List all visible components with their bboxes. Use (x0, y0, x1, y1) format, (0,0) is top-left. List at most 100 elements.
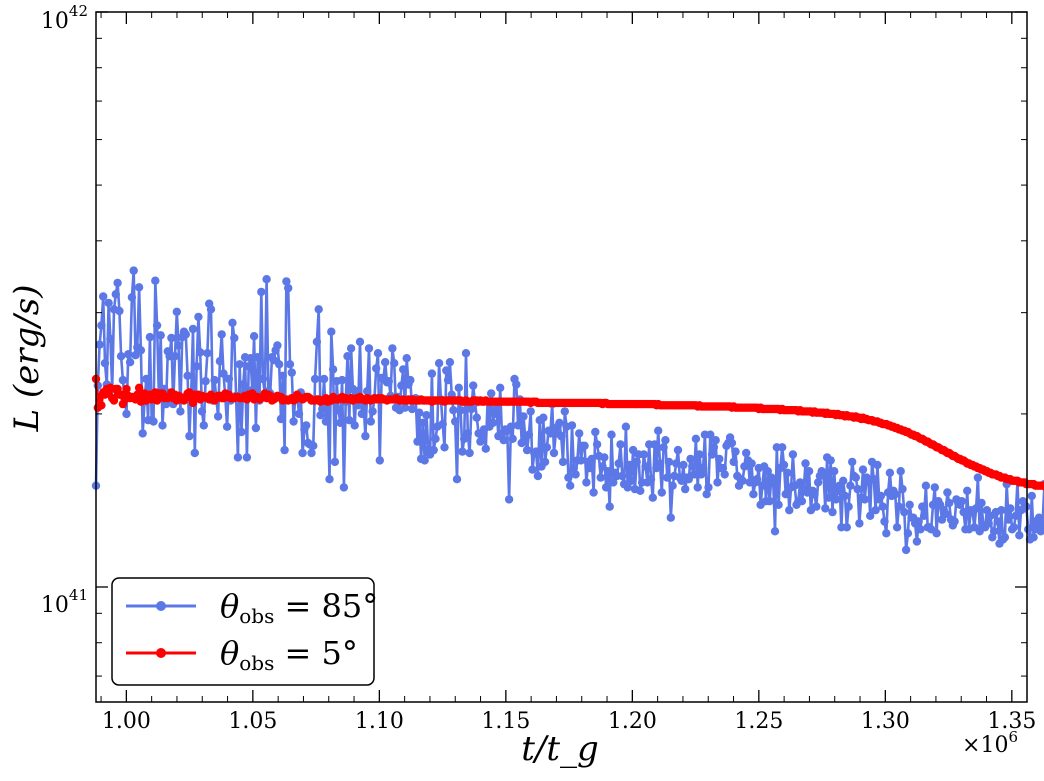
data-point (151, 276, 160, 285)
data-point (591, 427, 600, 437)
data-point (971, 504, 981, 513)
data-point (770, 527, 780, 536)
y-tick-label-1e42: 1042 (41, 2, 88, 34)
data-point (950, 517, 959, 526)
data-point (697, 470, 706, 479)
data-point (605, 502, 614, 511)
data-point (282, 277, 291, 286)
data-point (413, 437, 422, 446)
data-point (702, 490, 711, 499)
data-point (454, 383, 463, 392)
data-point (192, 362, 201, 371)
svg-text:1042: 1042 (41, 2, 88, 34)
data-point (440, 443, 449, 452)
data-point (294, 409, 304, 419)
x-tick-labels: 1.00 1.05 1.10 1.15 1.20 1.25 1.30 1.35 (102, 709, 1036, 734)
data-point (609, 478, 618, 487)
data-point (181, 330, 190, 339)
data-point (456, 406, 465, 415)
data-point (894, 502, 904, 511)
data-point (758, 481, 767, 490)
data-point (190, 448, 199, 458)
data-point (106, 334, 115, 344)
data-point (601, 483, 611, 492)
data-point (779, 460, 789, 470)
data-point (273, 341, 282, 350)
data-point (134, 383, 144, 392)
data-point (99, 292, 108, 301)
data-point (524, 430, 534, 439)
data-point (328, 365, 338, 374)
data-point (587, 454, 596, 464)
legend-marker-5 (156, 648, 166, 658)
data-point (1006, 504, 1015, 513)
data-point (531, 447, 541, 456)
data-point (366, 417, 375, 426)
x-tick-label: 1.05 (228, 709, 277, 734)
data-point (124, 350, 133, 359)
data-point (472, 413, 481, 422)
data-point (866, 511, 875, 520)
data-point (95, 340, 104, 349)
plot-frame (95, 11, 1028, 703)
data-point (451, 417, 460, 426)
data-point (276, 414, 286, 424)
data-point (892, 523, 902, 532)
data-point (571, 470, 580, 479)
y-tick-base: 10 (41, 593, 69, 618)
data-point (113, 278, 122, 288)
data-point (869, 475, 878, 484)
data-point (977, 498, 986, 508)
data-point (709, 443, 719, 452)
data-point (461, 349, 471, 358)
data-point (848, 457, 857, 467)
data-point (853, 484, 862, 494)
data-point (795, 478, 805, 487)
data-point (513, 421, 523, 430)
data-point (346, 344, 356, 353)
data-point (540, 457, 550, 467)
data-point (357, 409, 366, 419)
data-point (406, 375, 415, 385)
data-point (418, 418, 428, 427)
data-point (422, 411, 431, 420)
data-point (945, 498, 954, 508)
data-point (384, 377, 393, 386)
data-point (821, 504, 830, 513)
data-point (122, 409, 131, 419)
data-point (711, 436, 720, 445)
data-point (131, 351, 140, 360)
data-point (116, 352, 126, 361)
data-point (278, 371, 287, 380)
data-point (826, 456, 835, 465)
data-point (228, 318, 237, 327)
data-point (831, 495, 841, 504)
data-point (431, 434, 440, 443)
data-point (253, 353, 262, 362)
data-point (1000, 533, 1010, 542)
data-point (903, 529, 913, 538)
data-point (592, 440, 602, 449)
data-point (549, 448, 559, 458)
data-point (452, 475, 462, 484)
data-point (345, 416, 354, 425)
data-point (830, 467, 839, 476)
y-tick-exp: 42 (69, 2, 88, 20)
data-point (686, 454, 695, 464)
data-point (688, 462, 697, 471)
data-point (111, 290, 121, 299)
data-point (400, 403, 410, 412)
data-point (607, 430, 616, 439)
data-point (499, 436, 508, 445)
data-point (774, 500, 783, 509)
data-point (576, 456, 586, 465)
legend-label-85: θobs = 85° (220, 587, 378, 628)
data-point (420, 456, 429, 465)
data-point (469, 381, 478, 390)
data-point (659, 443, 668, 452)
data-point (97, 321, 106, 330)
data-point (222, 422, 232, 431)
data-point (801, 459, 810, 468)
data-point (984, 519, 993, 528)
